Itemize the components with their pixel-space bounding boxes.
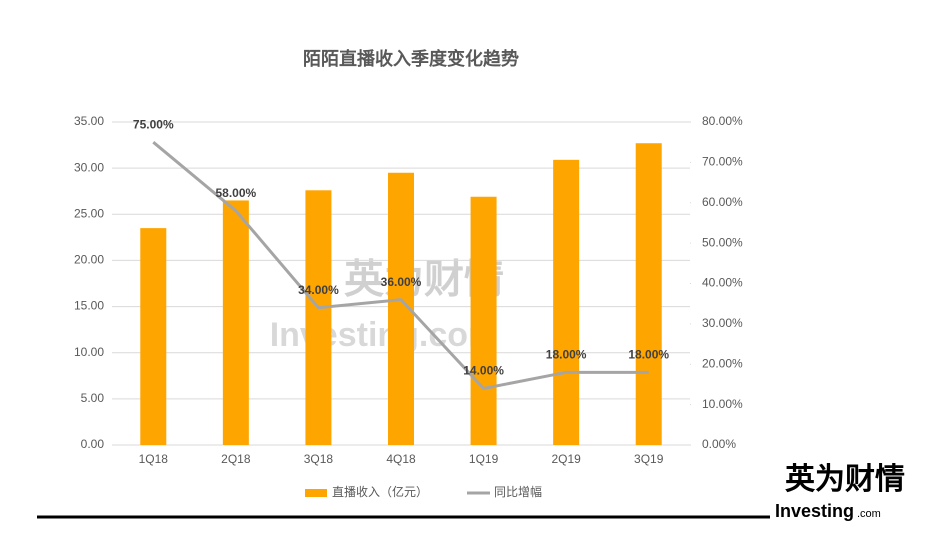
chart-title: 陌陌直播收入季度变化趋势 bbox=[303, 48, 519, 69]
y2-tick-label: 70.00% bbox=[702, 155, 743, 169]
x-tick-label: 2Q19 bbox=[551, 452, 581, 466]
y2-tick-label: 40.00% bbox=[702, 276, 743, 290]
bar bbox=[635, 143, 662, 445]
y2-tick-label: 30.00% bbox=[702, 316, 743, 330]
x-tick-label: 3Q18 bbox=[304, 452, 334, 466]
y-tick-label: 10.00 bbox=[74, 345, 104, 359]
y2-tick-label: 0.00% bbox=[702, 437, 736, 451]
legend-label: 直播收入（亿元） bbox=[332, 484, 428, 499]
watermark-en: Investing.com bbox=[270, 316, 499, 354]
bar bbox=[470, 196, 497, 445]
bar bbox=[222, 200, 249, 445]
data-label: 58.00% bbox=[216, 186, 257, 200]
data-label: 36.00% bbox=[381, 275, 422, 289]
bar bbox=[553, 159, 580, 445]
x-tick-label: 1Q19 bbox=[469, 452, 499, 466]
x-tick-label: 3Q19 bbox=[634, 452, 664, 466]
x-tick-label: 2Q18 bbox=[221, 452, 251, 466]
y-tick-label: 35.00 bbox=[74, 114, 104, 128]
y-tick-label: 0.00 bbox=[81, 437, 105, 451]
y-tick-label: 30.00 bbox=[74, 160, 104, 174]
data-label: 18.00% bbox=[628, 347, 669, 361]
y2-tick-label: 60.00% bbox=[702, 195, 743, 209]
y-tick-label: 25.00 bbox=[74, 206, 104, 220]
logo-en: Investing bbox=[775, 501, 854, 521]
y-tick-label: 15.00 bbox=[74, 299, 104, 313]
legend-swatch bbox=[305, 489, 327, 497]
legend-label: 同比增幅 bbox=[494, 484, 542, 499]
data-label: 75.00% bbox=[133, 117, 174, 131]
data-label: 14.00% bbox=[463, 364, 504, 378]
line bbox=[152, 141, 649, 391]
y-tick-label: 20.00 bbox=[74, 253, 104, 267]
x-tick-label: 1Q18 bbox=[139, 452, 169, 466]
x-tick-label: 4Q18 bbox=[386, 452, 416, 466]
bar bbox=[305, 190, 332, 445]
data-label: 34.00% bbox=[298, 283, 339, 297]
y2-tick-label: 80.00% bbox=[702, 114, 743, 128]
data-label: 18.00% bbox=[546, 347, 587, 361]
logo-suffix: .com bbox=[857, 508, 881, 520]
logo-cn: 英为财情 bbox=[785, 463, 905, 496]
y-tick-label: 5.00 bbox=[81, 391, 105, 405]
y2-tick-label: 10.00% bbox=[702, 397, 743, 411]
bar bbox=[140, 228, 167, 445]
y2-tick-label: 50.00% bbox=[702, 235, 743, 249]
y2-tick-label: 20.00% bbox=[702, 356, 743, 370]
